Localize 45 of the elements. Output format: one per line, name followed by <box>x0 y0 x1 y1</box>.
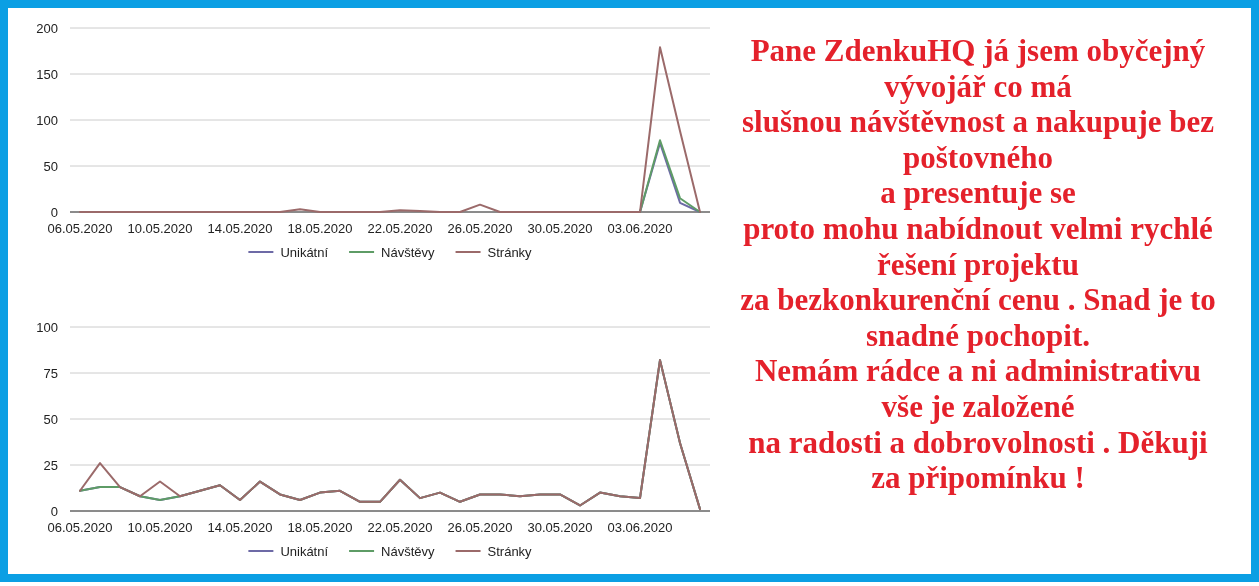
x-tick-label: 22.05.2020 <box>367 220 433 236</box>
text: na radosti a dobrovolnosti . Děkuji <box>748 424 1209 460</box>
x-tick-label: 14.05.2020 <box>207 220 273 236</box>
text: snadné pochopit. <box>866 317 1090 353</box>
y-tick-label: 50 <box>43 411 58 427</box>
text: slušnou návštěvnost a nakupuje bez <box>741 103 1215 139</box>
x-tick-label: 14.05.2020 <box>207 519 273 535</box>
text: proto mohu nabídnout velmi rychlé <box>743 210 1213 246</box>
x-tick-label: 03.06.2020 <box>607 220 673 236</box>
x-tick-label: 18.05.2020 <box>287 519 353 535</box>
text: za připomínku ! <box>871 459 1085 495</box>
legend-label: Stránky <box>487 543 533 559</box>
y-tick-label: 0 <box>50 503 58 519</box>
text: Nemám rádce a ni administrativu <box>754 352 1202 388</box>
legend-label: Unikátní <box>280 543 329 559</box>
legend-label: Stránky <box>487 244 533 260</box>
legend-label: Návštěvy <box>381 543 436 559</box>
text: vše je založené <box>881 388 1075 424</box>
text: vývojář co má <box>884 68 1073 104</box>
x-tick-label: 26.05.2020 <box>447 519 513 535</box>
text: poštovného <box>903 139 1053 175</box>
y-tick-label: 100 <box>36 319 58 335</box>
x-tick-label: 30.05.2020 <box>527 220 593 236</box>
x-tick-label: 10.05.2020 <box>127 519 193 535</box>
x-tick-label: 30.05.2020 <box>527 519 593 535</box>
text: a presentuje se <box>880 174 1076 210</box>
text: Pane ZdenkuHQ já jsem obyčejný <box>750 32 1206 68</box>
x-tick-label: 06.05.2020 <box>47 519 113 535</box>
x-tick-label: 10.05.2020 <box>127 220 193 236</box>
y-tick-label: 150 <box>36 66 58 82</box>
text: řešení projektu <box>877 246 1079 282</box>
x-tick-label: 18.05.2020 <box>287 220 353 236</box>
legend-label: Návštěvy <box>381 244 436 260</box>
x-tick-label: 26.05.2020 <box>447 220 513 236</box>
x-tick-label: 22.05.2020 <box>367 519 433 535</box>
y-tick-label: 200 <box>36 20 58 36</box>
y-tick-label: 50 <box>43 158 58 174</box>
x-tick-label: 03.06.2020 <box>607 519 673 535</box>
text: za bezkonkurenční cenu . Snad je to <box>740 281 1216 317</box>
y-tick-label: 0 <box>50 204 58 220</box>
legend-label: Unikátní <box>280 244 329 260</box>
y-tick-label: 75 <box>43 365 58 381</box>
y-tick-label: 25 <box>43 457 58 473</box>
y-tick-label: 100 <box>36 112 58 128</box>
x-tick-label: 06.05.2020 <box>47 220 113 236</box>
